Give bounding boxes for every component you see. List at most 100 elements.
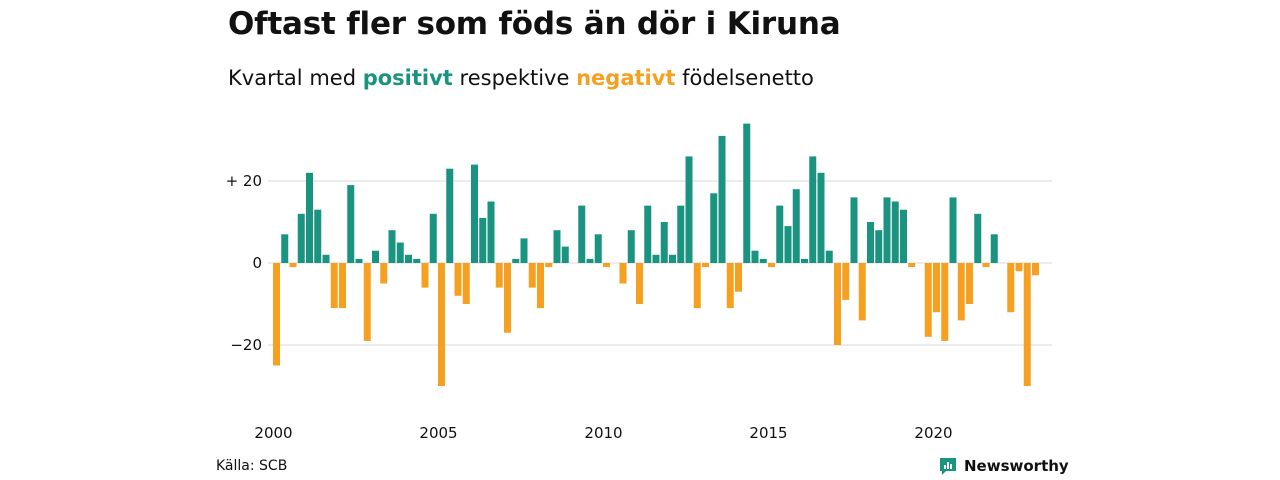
- bar-38: [586, 258, 594, 263]
- source-note: Källa: SCB: [216, 458, 288, 474]
- bar-5: [314, 209, 322, 263]
- bar-7: [330, 263, 338, 309]
- x-tick-label: 2010: [584, 424, 622, 442]
- x-tick-label: 2020: [914, 424, 952, 442]
- x-tick-label: 2015: [749, 424, 787, 442]
- bar-21: [446, 168, 454, 263]
- bar-58: [751, 250, 759, 263]
- bar-34: [553, 230, 561, 263]
- bar-10: [355, 258, 363, 263]
- bar-65: [809, 156, 817, 263]
- bars: [273, 123, 1039, 386]
- bar-4: [306, 172, 313, 263]
- bar-17: [413, 258, 421, 263]
- bar-77: [908, 263, 916, 268]
- bar-37: [578, 205, 586, 263]
- bar-44: [636, 263, 643, 304]
- brand-logo[interactable]: Newsworthy: [938, 456, 1069, 476]
- bar-85: [974, 213, 982, 263]
- bar-70: [850, 197, 858, 263]
- x-tick-label: 2000: [254, 424, 292, 442]
- bar-16: [405, 254, 412, 263]
- bar-29: [512, 258, 520, 263]
- bar-50: [685, 156, 693, 263]
- bar-76: [900, 209, 907, 263]
- chart-subtitle: Kvartal med positivt respektive negativt…: [228, 66, 814, 90]
- bar-87: [990, 234, 998, 263]
- axis-labels: + 20 0 −20 2000 2005 2010 2015 2020: [226, 172, 953, 442]
- bar-59: [759, 258, 767, 263]
- bar-61: [776, 205, 784, 263]
- bar-66: [817, 172, 825, 263]
- bar-57: [743, 123, 751, 263]
- bar-13: [380, 263, 388, 284]
- y-tick-label: 0: [252, 254, 262, 272]
- bar-52: [702, 263, 709, 268]
- newsworthy-logo-icon: [940, 458, 956, 475]
- bar-33: [545, 263, 553, 268]
- bar-69: [842, 263, 850, 300]
- brand-name: Newsworthy: [964, 457, 1069, 475]
- bar-92: [1032, 263, 1039, 276]
- bar-19: [429, 213, 437, 263]
- bar-2: [289, 263, 297, 268]
- bar-79: [924, 263, 932, 337]
- bar-64: [801, 258, 808, 263]
- bar-15: [396, 242, 404, 263]
- bar-30: [520, 238, 528, 263]
- bar-28: [504, 263, 511, 333]
- subtitle-middle: respektive: [459, 66, 570, 90]
- bar-40: [603, 263, 610, 268]
- bar-62: [784, 226, 792, 263]
- bar-18: [421, 263, 429, 288]
- bar-81: [941, 263, 949, 341]
- bar-6: [322, 254, 330, 263]
- bar-46: [652, 254, 660, 263]
- bar-89: [1007, 263, 1015, 313]
- bar-43: [627, 230, 635, 263]
- bar-83: [957, 263, 965, 321]
- subtitle-positive-word: positivt: [362, 66, 453, 90]
- bar-54: [718, 135, 726, 263]
- bar-42: [619, 263, 627, 284]
- bar-73: [875, 230, 883, 263]
- bar-39: [594, 234, 602, 263]
- bar-23: [462, 263, 470, 304]
- bar-20: [438, 263, 445, 386]
- bar-48: [669, 254, 676, 263]
- bar-14: [388, 230, 396, 263]
- subtitle-prefix: Kvartal med: [228, 66, 357, 90]
- bar-51: [693, 263, 701, 309]
- bar-90: [1015, 263, 1023, 272]
- bar-45: [644, 205, 652, 263]
- subtitle-suffix: födelsenetto: [682, 66, 814, 90]
- bar-84: [966, 263, 973, 304]
- bar-74: [883, 197, 891, 263]
- bar-67: [825, 250, 833, 263]
- x-tick-label: 2005: [419, 424, 457, 442]
- chart-title: Oftast fler som föds än dör i Kiruna: [228, 6, 841, 42]
- bar-47: [660, 222, 668, 263]
- bar-24: [471, 164, 478, 263]
- bar-3: [297, 213, 305, 263]
- bar-86: [982, 263, 990, 268]
- bar-35: [561, 246, 569, 263]
- y-tick-label: + 20: [226, 172, 262, 190]
- bar-31: [528, 263, 536, 288]
- bar-22: [454, 263, 462, 296]
- bar-56: [735, 263, 742, 292]
- bar-60: [768, 263, 775, 268]
- bar-0: [273, 263, 280, 366]
- bar-32: [537, 263, 544, 309]
- bar-91: [1023, 263, 1031, 386]
- bar-75: [891, 201, 899, 263]
- bar-82: [949, 197, 957, 263]
- bar-1: [281, 234, 289, 263]
- bar-12: [372, 250, 379, 263]
- bar-80: [933, 263, 940, 313]
- bar-8: [339, 263, 346, 309]
- bar-27: [495, 263, 503, 288]
- bar-11: [363, 263, 371, 341]
- bar-55: [726, 263, 734, 309]
